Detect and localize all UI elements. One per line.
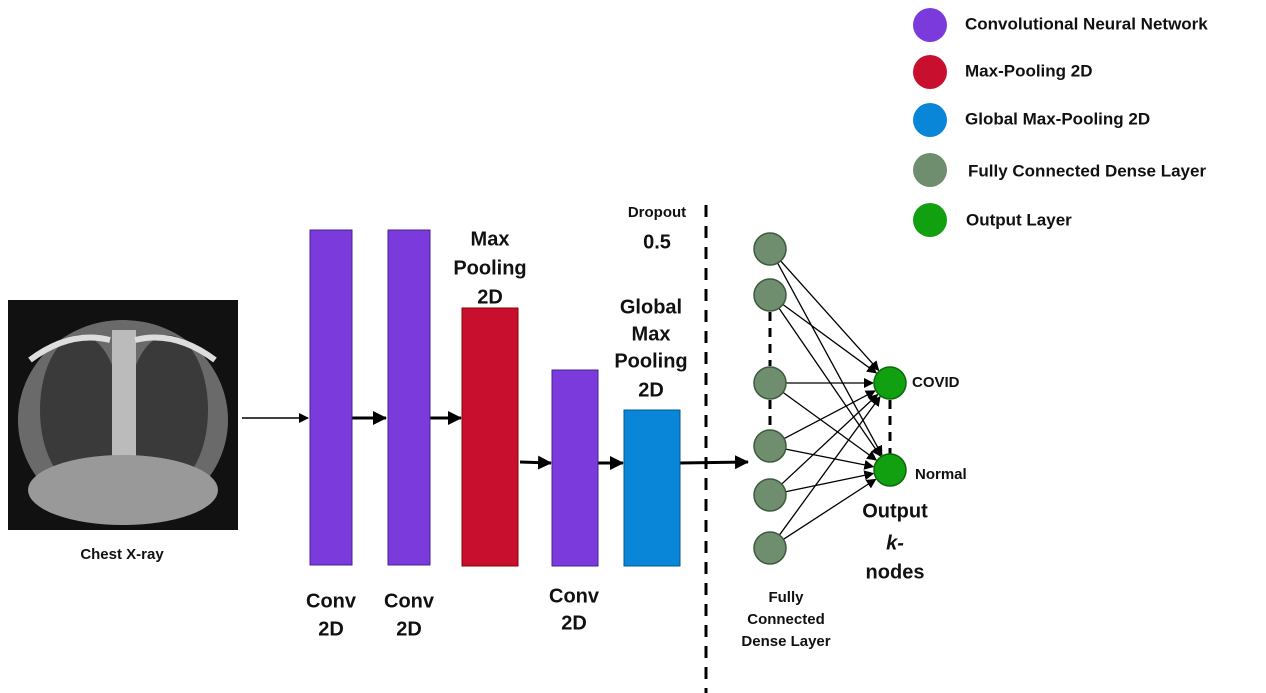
legend-label: Convolutional Neural Network bbox=[965, 14, 1208, 33]
layer-label: 2D bbox=[477, 286, 503, 308]
legend-label: Max-Pooling 2D bbox=[965, 61, 1093, 80]
arrow bbox=[520, 462, 551, 463]
layer-label: 2D bbox=[638, 379, 664, 401]
layer-label: Max bbox=[471, 228, 510, 250]
xray-image bbox=[8, 300, 238, 530]
connection bbox=[781, 261, 879, 370]
layer-label: Pooling bbox=[453, 257, 526, 279]
dense-node bbox=[754, 233, 786, 265]
layer-label: 2D bbox=[561, 612, 587, 634]
dense-label: Dense Layer bbox=[741, 633, 830, 650]
dense-node bbox=[754, 367, 786, 399]
connection bbox=[783, 392, 876, 460]
conv-layer bbox=[552, 370, 598, 566]
legend-swatch bbox=[913, 103, 947, 137]
dense-node bbox=[754, 430, 786, 462]
layer-label: 2D bbox=[318, 618, 344, 640]
maxpool-layer bbox=[462, 308, 518, 566]
diagram: Convolutional Neural Network Max-Pooling… bbox=[0, 0, 1266, 693]
output-label: k- bbox=[886, 532, 904, 554]
conv-layer bbox=[310, 230, 352, 565]
layer-label: Global bbox=[620, 296, 682, 318]
layer-label: Conv bbox=[384, 590, 435, 612]
legend-label: Global Max-Pooling 2D bbox=[965, 109, 1150, 128]
output-label: Output bbox=[862, 500, 928, 522]
layer-label: Conv bbox=[549, 585, 600, 607]
output-node-label: COVID bbox=[912, 374, 960, 391]
dropout-label: Dropout bbox=[628, 204, 686, 221]
global-maxpool-layer bbox=[624, 410, 680, 566]
legend-swatch bbox=[913, 55, 947, 89]
dense-node bbox=[754, 479, 786, 511]
connections bbox=[778, 261, 882, 539]
output-node-label: Normal bbox=[915, 466, 967, 483]
connection bbox=[782, 395, 878, 484]
conv-layer bbox=[388, 230, 430, 565]
legend-label: Output Layer bbox=[966, 210, 1072, 229]
legend-label: Fully Connected Dense Layer bbox=[968, 161, 1206, 180]
dense-node bbox=[754, 279, 786, 311]
dropout-rate: 0.5 bbox=[643, 231, 671, 253]
layer-label: 2D bbox=[396, 618, 422, 640]
legend-swatch bbox=[913, 153, 947, 187]
connection bbox=[786, 449, 874, 467]
output-node bbox=[874, 454, 906, 486]
layer-label: Conv bbox=[306, 590, 357, 612]
legend-swatch bbox=[913, 203, 947, 237]
output-label: nodes bbox=[866, 561, 925, 583]
input-label: Chest X-ray bbox=[80, 546, 164, 563]
connection bbox=[784, 391, 875, 439]
dense-node bbox=[754, 532, 786, 564]
arrow bbox=[680, 462, 748, 463]
legend: Convolutional Neural Network Max-Pooling… bbox=[913, 8, 1208, 237]
dense-label: Connected bbox=[747, 611, 825, 628]
dense-label: Fully bbox=[768, 589, 804, 606]
output-node bbox=[874, 367, 906, 399]
legend-swatch bbox=[913, 8, 947, 42]
layer-label: Pooling bbox=[614, 350, 687, 372]
layer-label: Max bbox=[632, 323, 671, 345]
